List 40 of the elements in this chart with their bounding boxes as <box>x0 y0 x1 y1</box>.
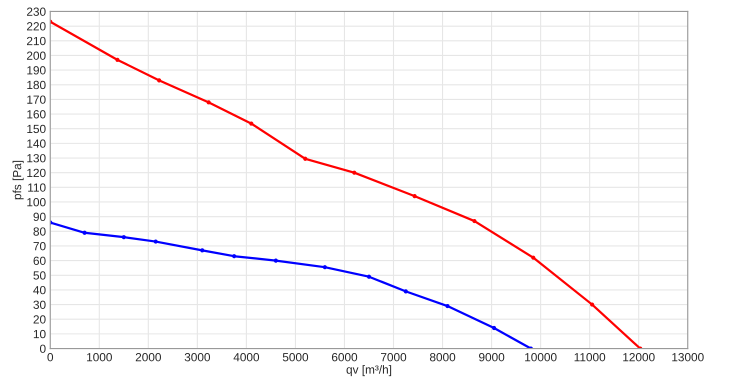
x-tick-label: 9000 <box>479 353 504 362</box>
x-tick-label: 8000 <box>430 353 456 362</box>
x-tick-label: 4000 <box>234 353 260 362</box>
y-tick-label: 170 <box>27 95 46 104</box>
x-tick-label: 0 <box>47 353 54 362</box>
y-tick-label: 140 <box>27 139 46 148</box>
y-tick-label: 30 <box>33 300 46 309</box>
y-tick-label: 0 <box>40 344 46 353</box>
y-tick-label: 10 <box>34 330 46 338</box>
x-tick-label: 11000 <box>574 353 606 362</box>
y-tick-label: 200 <box>26 51 46 60</box>
y-tick-label: 80 <box>33 227 46 236</box>
y-tick-label: 70 <box>34 242 46 250</box>
y-tick-label: 60 <box>34 256 46 265</box>
y-tick-label: 50 <box>33 271 46 280</box>
x-tick-label: 13000 <box>672 353 704 362</box>
y-tick-label: 40 <box>33 286 46 294</box>
y-tick-label: 100 <box>27 198 46 206</box>
x-axis-title: qv [m³/h] <box>346 365 392 376</box>
y-tick-label: 210 <box>26 36 46 46</box>
x-tick-label: 3000 <box>184 353 210 362</box>
x-tick-label: 2000 <box>136 353 161 362</box>
y-tick-label: 180 <box>27 80 46 90</box>
y-tick-label: 130 <box>27 154 46 162</box>
y-tick-label: 110 <box>28 183 46 192</box>
y-tick-label: 220 <box>26 22 46 31</box>
y-tick-label: 20 <box>34 315 46 324</box>
x-tick-label: 10000 <box>525 353 557 362</box>
x-tick-label: 1000 <box>87 353 112 362</box>
y-tick-label: 150 <box>27 124 46 134</box>
x-tick-label: 7000 <box>380 353 406 362</box>
x-tick-label: 5000 <box>282 353 308 362</box>
y-tick-label: 230 <box>26 8 46 16</box>
y-axis-title: pfs [Pa] <box>12 160 24 200</box>
x-tick-label: 6000 <box>332 353 358 362</box>
y-tick-label: 160 <box>27 110 46 118</box>
y-tick-label: 90 <box>34 212 46 222</box>
x-tick-label: 12000 <box>623 353 655 362</box>
y-tick-label: 120 <box>27 168 46 178</box>
y-tick-label: 190 <box>27 66 46 74</box>
